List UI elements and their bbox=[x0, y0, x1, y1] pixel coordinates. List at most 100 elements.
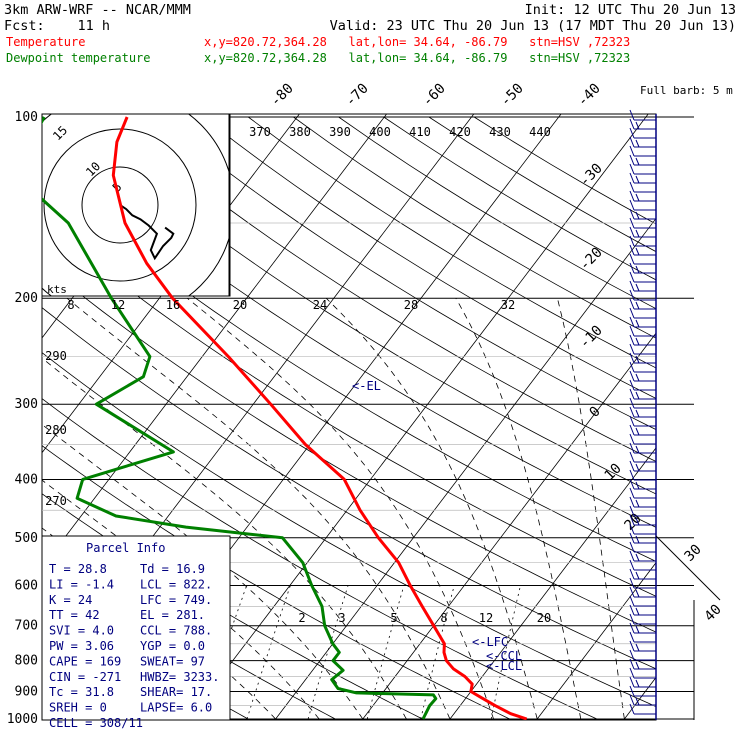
dry-adiabat bbox=[42, 262, 656, 633]
hodograph-rings bbox=[42, 114, 230, 296]
wind-barb-flag bbox=[629, 676, 635, 688]
pressure-label-600: 600 bbox=[15, 578, 38, 593]
wind-barb-flag bbox=[629, 181, 635, 193]
wind-barb-flag bbox=[629, 334, 635, 346]
wind-barb-flag bbox=[629, 379, 635, 391]
wind-barb-flag bbox=[629, 370, 635, 382]
wind-barb-flag bbox=[635, 445, 640, 454]
wind-barb-flag bbox=[629, 658, 635, 670]
parcel-row-1-left: LI = -1.4 bbox=[49, 577, 114, 591]
wind-barb-flag bbox=[629, 352, 635, 364]
pressure-axis-labels: 100 200 300 400 500 600 700 800 900 1000 bbox=[7, 110, 38, 727]
valid-time: Valid: 23 UTC Thu 20 Jun 13 (17 MDT Thu … bbox=[330, 18, 736, 34]
pressure-label-100: 100 bbox=[15, 110, 38, 125]
dewpoint-profile bbox=[42, 116, 438, 720]
wind-barb-flag bbox=[629, 145, 635, 157]
wind-barb-flag bbox=[635, 625, 640, 634]
wind-barb-flag bbox=[635, 697, 640, 706]
wind-barb-flag bbox=[635, 283, 640, 292]
legend-temperature-name: Temperature bbox=[6, 35, 85, 49]
wind-barb-flag bbox=[635, 193, 640, 202]
wind-barb-flag bbox=[629, 514, 635, 526]
theta-label-390: 390 bbox=[329, 125, 351, 139]
parcel-row-6-left: CAPE = 169 bbox=[49, 654, 121, 668]
legend-temperature-info: x,y=820.72,364.28 lat,lon= 34.64, -86.79… bbox=[204, 35, 630, 49]
parcel-row-4-right: CCL = 788. bbox=[140, 624, 212, 638]
isotherm-label--20: -20 bbox=[577, 245, 606, 274]
wind-barb-flag bbox=[635, 247, 640, 256]
wind-barb-flag bbox=[635, 643, 640, 652]
dry-adiabat bbox=[202, 116, 656, 399]
hodograph-axis-label-16: 16 bbox=[166, 298, 180, 312]
wind-barb-flag bbox=[635, 301, 640, 310]
dry-adiabat bbox=[247, 116, 656, 369]
isotherm-label--60: -60 bbox=[420, 81, 449, 110]
mixing-ratio-line bbox=[246, 585, 291, 720]
wind-barb-flag bbox=[635, 157, 640, 166]
wind-barb-flag bbox=[629, 604, 635, 616]
sounding-profiles bbox=[42, 116, 528, 720]
parcel-row-8-left: Tc = 31.8 bbox=[49, 685, 114, 699]
wind-barb-flag bbox=[629, 577, 635, 589]
isotherm-label-10: 10 bbox=[602, 461, 625, 484]
mixing-ratio-label-12: 12 bbox=[479, 611, 493, 625]
wind-barb-flag bbox=[629, 271, 635, 283]
dry-adiabat bbox=[473, 116, 656, 225]
hodograph-axis-label-8: 8 bbox=[67, 298, 74, 312]
theta-label-380: 380 bbox=[289, 125, 311, 139]
isotherm-label--80: -80 bbox=[268, 81, 297, 110]
wind-barb-flag bbox=[629, 631, 635, 643]
hodograph-kts-label: kts bbox=[47, 283, 67, 296]
wind-barb-flag bbox=[629, 136, 635, 148]
isotherm-label-30: 30 bbox=[682, 542, 705, 565]
wind-barb-flag bbox=[635, 535, 640, 544]
wind-barb-flag bbox=[629, 253, 635, 265]
dry-adiabat bbox=[338, 116, 656, 310]
wind-barb-flag bbox=[635, 211, 640, 220]
parcel-row-4-left: SVI = 4.0 bbox=[49, 624, 114, 638]
isotherm-label-40: 40 bbox=[702, 602, 725, 625]
wind-barb-flag bbox=[635, 229, 640, 238]
legend-dewpoint-name: Dewpoint temperature bbox=[6, 51, 151, 65]
dry-adiabat bbox=[42, 134, 656, 528]
wind-barb-flag bbox=[629, 685, 635, 697]
wind-barb-flag bbox=[635, 265, 640, 274]
theta-label-370: 370 bbox=[249, 125, 271, 139]
wind-barb-title: Full barb: 5 m s-1 bbox=[640, 84, 740, 97]
hodograph-ring bbox=[43, 128, 197, 282]
wind-barb-flag bbox=[629, 262, 635, 274]
wind-barb-flag bbox=[635, 139, 640, 148]
pressure-label-900: 900 bbox=[15, 684, 38, 699]
theta-label-low-270: 270 bbox=[45, 494, 67, 508]
wind-barb-flag bbox=[629, 235, 635, 247]
annotation-1: <-LFC bbox=[472, 635, 508, 649]
isotherm-line bbox=[275, 217, 656, 720]
dry-adiabat bbox=[67, 116, 656, 495]
theta-label-420: 420 bbox=[449, 125, 471, 139]
wind-barb-flag bbox=[629, 118, 635, 130]
hodograph-ring bbox=[81, 166, 159, 244]
annotation-3: <-LCL bbox=[486, 659, 522, 673]
dry-adiabat bbox=[42, 176, 656, 562]
wind-barb-flag bbox=[635, 373, 640, 382]
parcel-row-7-left: CIN = -271 bbox=[49, 670, 121, 684]
wind-barb-flag bbox=[629, 208, 635, 220]
wind-barb-flag bbox=[629, 298, 635, 310]
wind-barb-flag bbox=[629, 505, 635, 517]
isotherm-label--30: -30 bbox=[577, 161, 606, 190]
wind-barb-flag bbox=[629, 559, 635, 571]
dry-adiabat bbox=[42, 445, 513, 720]
wind-barb-flag bbox=[629, 397, 635, 409]
annotation-0: <-EL bbox=[352, 379, 381, 393]
wind-barb-flag bbox=[635, 481, 640, 490]
hodograph-axis-label-12: 12 bbox=[111, 298, 125, 312]
wind-barb-flag bbox=[629, 316, 635, 328]
parcel-info-title: Parcel Info bbox=[86, 541, 165, 555]
temperature-profile bbox=[111, 116, 528, 720]
dry-adiabat bbox=[157, 116, 656, 430]
parcel-row-3-left: TT = 42 bbox=[49, 608, 100, 622]
wind-barb-flag bbox=[629, 289, 635, 301]
isotherm-line bbox=[362, 332, 656, 720]
wind-barb-flag bbox=[629, 469, 635, 481]
